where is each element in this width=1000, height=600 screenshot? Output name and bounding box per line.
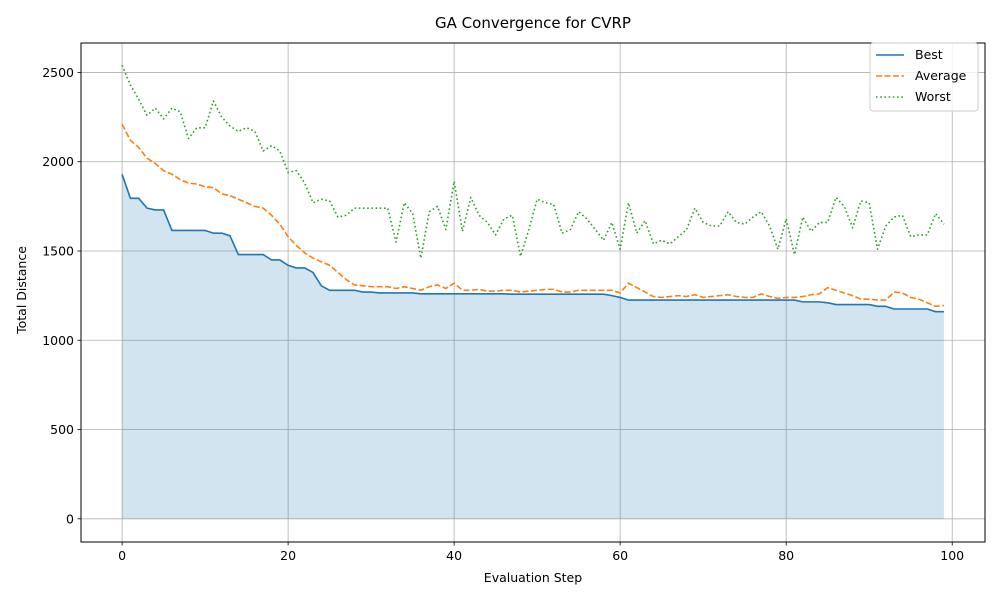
- grid: [81, 43, 985, 542]
- y-tick-label: 2000: [42, 154, 74, 169]
- x-tick-label: 100: [940, 548, 964, 563]
- series-line-average: [121, 123, 944, 308]
- x-tick-label: 0: [118, 548, 126, 563]
- y-tick-label: 500: [50, 422, 74, 437]
- x-tick-label: 80: [778, 548, 794, 563]
- legend: Best Average Worst: [869, 42, 979, 112]
- y-tick-label: 2500: [42, 65, 74, 80]
- y-tick-label: 0: [66, 511, 74, 526]
- x-axis-label: Evaluation Step: [484, 570, 582, 585]
- x-tick-label: 40: [446, 548, 462, 563]
- y-tick-label: 1000: [42, 333, 74, 348]
- x-tick-label: 20: [280, 548, 296, 563]
- y-tick-label: 1500: [42, 243, 74, 258]
- y-axis-label: Total Distance: [14, 246, 29, 335]
- best-fill-region: [122, 174, 944, 519]
- series-lines: [121, 65, 945, 313]
- plot-frame: [80, 42, 986, 543]
- legend-best-label: Best: [915, 47, 943, 62]
- x-tick-label: 60: [612, 548, 628, 563]
- best-fill-area: [122, 174, 944, 519]
- legend-average-label: Average: [915, 68, 967, 83]
- chart-title: GA Convergence for CVRP: [435, 14, 631, 32]
- legend-worst-label: Worst: [915, 89, 951, 104]
- legend-box: [869, 42, 979, 112]
- series-line-best: [121, 173, 944, 313]
